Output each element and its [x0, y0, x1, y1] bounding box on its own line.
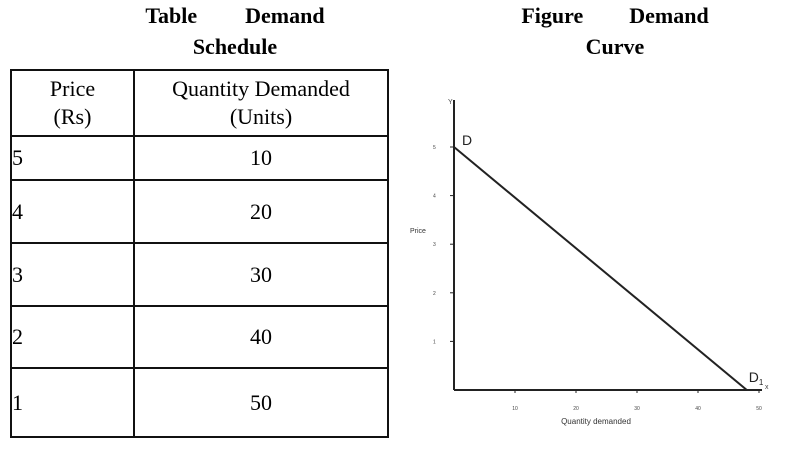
price-cell: 1 [10, 367, 135, 438]
quantity-cell: 40 [133, 305, 389, 369]
quantity-header-line-1: Quantity Demanded [172, 76, 350, 101]
x-tick-label: 50 [756, 406, 762, 412]
price-cell: 2 [10, 305, 135, 369]
y-tick-label: 4 [433, 194, 436, 200]
y-axis-label: Price [410, 228, 426, 235]
x-tick-label: 30 [634, 406, 640, 412]
point-label-d: D [462, 132, 472, 148]
demand-curve-line [453, 146, 748, 391]
table-row: 2 40 [10, 305, 389, 369]
x-axis-label: Quantity demanded [561, 417, 631, 426]
y-tick-label: 2 [433, 291, 436, 297]
y-tick-label: 1 [433, 339, 436, 345]
table-row: 1 50 [10, 367, 389, 438]
table-row: 4 20 [10, 179, 389, 244]
figure-title-word-2: Demand [629, 3, 709, 28]
y-axis-letter: Y [448, 99, 453, 106]
figure-title-word-1: Figure [521, 3, 584, 28]
quantity-column-header: Quantity Demanded (Units) [133, 69, 389, 137]
quantity-cell: 30 [133, 242, 389, 307]
table-title-word-3: Schedule [192, 34, 278, 59]
x-tick-label: 40 [695, 406, 701, 412]
price-cell: 4 [10, 179, 135, 244]
point-label-d1-subscript: 1 [759, 378, 764, 387]
y-tick-label: 5 [433, 145, 436, 151]
table-title-word-1: Table [145, 3, 198, 28]
quantity-cell: 10 [133, 135, 389, 181]
quantity-cell: 20 [133, 179, 389, 244]
figure-title: Figure Demand Curve [480, 0, 750, 62]
table-row: 3 30 [10, 242, 389, 307]
x-tick-label: 10 [512, 406, 518, 412]
table-header-row: Price (Rs) Quantity Demanded (Units) [10, 69, 389, 137]
y-tick-label: 3 [433, 242, 436, 248]
figure-title-word-3: Curve [585, 34, 645, 59]
price-cell: 5 [10, 135, 135, 181]
table-title: Table Demand Schedule [100, 0, 370, 62]
price-header-line-2: (Rs) [53, 104, 92, 129]
x-tick-label: 20 [573, 406, 579, 412]
table-row: 5 10 [10, 135, 389, 181]
quantity-header-line-2: (Units) [229, 104, 293, 129]
table-title-word-2: Demand [245, 3, 325, 28]
quantity-cell: 50 [133, 367, 389, 438]
demand-schedule-table: Price (Rs) Quantity Demanded (Units) 5 1… [10, 69, 389, 438]
point-label-d1: D1 [749, 369, 764, 387]
price-cell: 3 [10, 242, 135, 307]
price-header-line-1: Price [49, 76, 96, 101]
price-column-header: Price (Rs) [10, 69, 135, 137]
x-axis-letter: x [765, 384, 769, 391]
